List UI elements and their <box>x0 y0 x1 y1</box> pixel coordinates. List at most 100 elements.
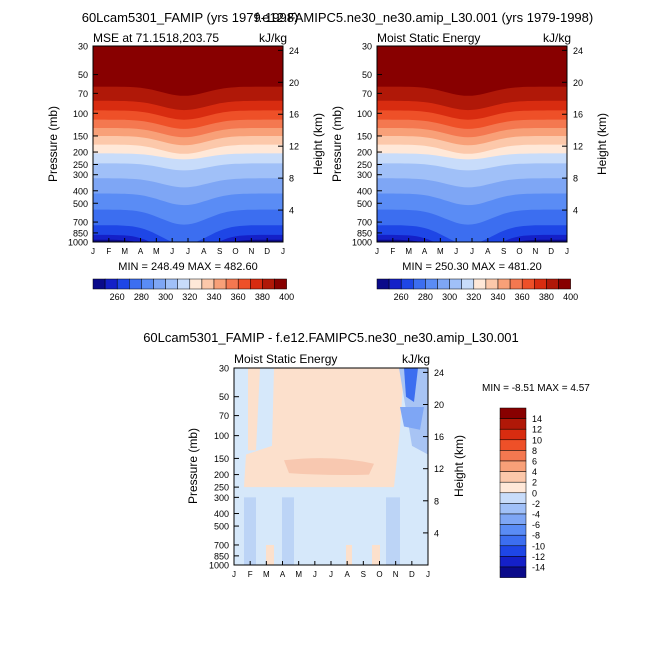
p2-right-title: kJ/kg <box>543 31 571 45</box>
colorbar-swatch <box>499 481 527 494</box>
colorbar-swatch <box>499 450 527 462</box>
p3-right-title: kJ/kg <box>402 352 430 366</box>
y-tick-label: 30 <box>219 364 229 374</box>
x-tick-label: D <box>548 247 554 256</box>
p3-stats: MIN = -8.51 MAX = 4.57 <box>482 383 590 394</box>
x-tick-label: M <box>121 247 128 256</box>
colorbar-label: 320 <box>466 292 481 302</box>
y2-tick-label: 24 <box>573 46 583 56</box>
x-tick-label: J <box>313 570 317 579</box>
y-tick-label: 400 <box>357 186 372 196</box>
diff-warm-core <box>284 458 374 476</box>
plot1-top-title: 60Lcam5301_FAMIP (yrs 1979-1998) <box>82 10 299 25</box>
p2-contour-fill <box>377 46 567 243</box>
contour-band-top <box>93 46 283 87</box>
y-tick-label: 500 <box>357 199 372 209</box>
colorbar-swatch <box>499 545 527 557</box>
colorbar-swatch <box>499 513 527 525</box>
x-tick-label: O <box>516 247 522 256</box>
x-tick-label: M <box>263 570 270 579</box>
colorbar-swatch <box>461 278 475 290</box>
x-tick-label: O <box>376 570 382 579</box>
colorbar-label: -14 <box>532 563 545 573</box>
y-tick-label: 150 <box>214 454 229 464</box>
x-tick-label: J <box>470 247 474 256</box>
plot3-top-title: 60Lcam5301_FAMIP - f.e12.FAMIPC5.ne30_ne… <box>143 330 519 345</box>
diff-cool-column <box>282 497 294 565</box>
x-tick-label: M <box>437 247 444 256</box>
colorbar-swatch <box>129 278 142 290</box>
colorbar-label: 260 <box>110 292 125 302</box>
x-tick-label: S <box>217 247 222 256</box>
y2-tick-label: 8 <box>573 174 578 184</box>
colorbar-swatch <box>104 278 118 290</box>
y-tick-label: 50 <box>78 70 88 80</box>
y-tick-label: 70 <box>78 89 88 99</box>
colorbar-swatch <box>521 278 535 290</box>
colorbar-swatch <box>499 524 527 536</box>
colorbar-label: -2 <box>532 499 540 509</box>
colorbar-swatch <box>499 460 527 472</box>
y-tick-label: 50 <box>362 70 372 80</box>
p2-stats: MIN = 250.30 MAX = 481.20 <box>402 261 541 273</box>
p3-y2label: Height (km) <box>452 435 466 497</box>
y-tick-label: 30 <box>78 42 88 52</box>
x-tick-label: F <box>248 570 253 579</box>
diff-warm-spot <box>346 544 352 565</box>
x-tick-label: J <box>329 570 333 579</box>
colorbar-swatch <box>499 418 527 430</box>
colorbar-label: -4 <box>532 510 540 520</box>
x-tick-label: N <box>532 247 538 256</box>
x-tick-label: A <box>422 247 428 256</box>
x-tick-label: N <box>393 570 399 579</box>
p3-left-title: Moist Static Energy <box>234 352 337 366</box>
x-tick-label: A <box>201 247 207 256</box>
p2-ylabel: Pressure (mb) <box>330 106 344 182</box>
y-tick-label: 150 <box>357 131 372 141</box>
y2-tick-label: 12 <box>573 142 583 152</box>
y2-tick-label: 16 <box>573 110 583 120</box>
colorbar-swatch <box>237 278 251 290</box>
p1-y2-ticks: 24 20 16 12 8 4 <box>278 46 299 216</box>
diff-cool-core <box>404 368 418 403</box>
colorbar-swatch <box>141 278 154 290</box>
p3-contour-fill <box>234 368 428 565</box>
colorbar-swatch <box>201 278 215 290</box>
colorbar-swatch <box>225 278 239 290</box>
colorbar-label: 260 <box>394 292 409 302</box>
x-tick-label: A <box>138 247 144 256</box>
y2-tick-label: 20 <box>573 78 583 88</box>
x-tick-label: J <box>281 247 285 256</box>
colorbar-label: 400 <box>279 292 294 302</box>
y-tick-label: 200 <box>73 148 88 158</box>
y-tick-label: 200 <box>357 148 372 158</box>
x-tick-label: M <box>153 247 160 256</box>
x-tick-label: F <box>106 247 111 256</box>
x-tick-label: M <box>295 570 302 579</box>
y2-tick-label: 4 <box>289 206 294 216</box>
diff-warm-spot <box>372 544 380 565</box>
colorbar-label: 320 <box>182 292 197 302</box>
contour-band-top <box>377 46 567 87</box>
y-tick-label: 150 <box>73 131 88 141</box>
y-tick-label: 100 <box>357 109 372 119</box>
colorbar-swatch <box>499 492 527 504</box>
colorbar-label: 10 <box>532 435 542 445</box>
colorbar-swatch <box>250 278 263 290</box>
y-tick-label: 100 <box>214 431 229 441</box>
x-tick-label: J <box>565 247 569 256</box>
colorbar-label: 360 <box>231 292 246 302</box>
y-tick-label: 300 <box>357 170 372 180</box>
colorbar-swatch <box>165 278 178 290</box>
colorbar-label: 280 <box>134 292 149 302</box>
x-tick-label: F <box>390 247 395 256</box>
plot2-top-title: f.e12.FAMIPC5.ne30_ne30.amip_L30.001 (yr… <box>255 10 593 25</box>
y2-tick-label: 8 <box>289 174 294 184</box>
x-tick-label: A <box>344 570 350 579</box>
y-tick-label: 1000 <box>352 238 372 248</box>
